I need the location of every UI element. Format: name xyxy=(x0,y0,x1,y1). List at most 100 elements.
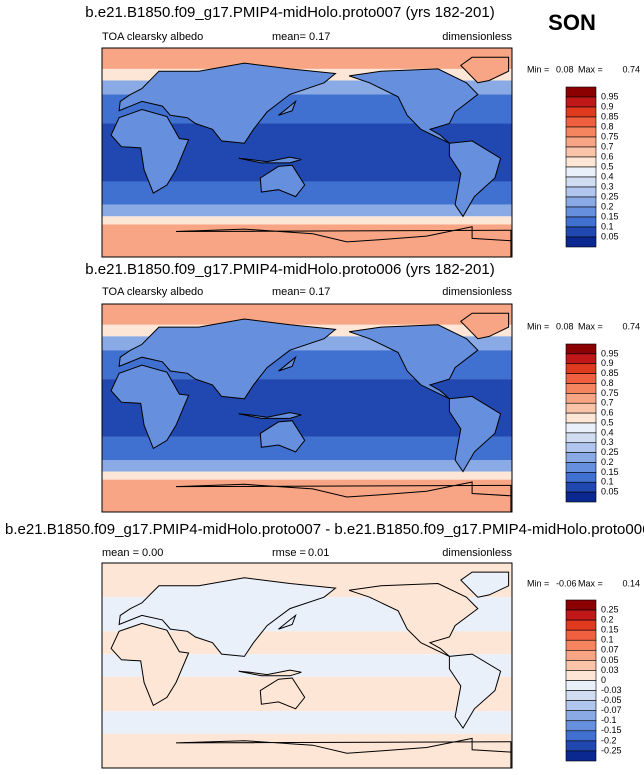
colorbar-box xyxy=(565,730,597,742)
map xyxy=(102,304,512,512)
max-value: 0.74 xyxy=(622,321,640,331)
map-band xyxy=(102,216,512,225)
min-value: 0.08 xyxy=(556,321,574,331)
colorbar-box xyxy=(565,136,597,148)
colorbar-label: -0.03 xyxy=(601,685,622,695)
map-band xyxy=(102,224,512,257)
colorbar-box xyxy=(565,353,597,365)
colorbar-box xyxy=(565,216,597,228)
land xyxy=(348,582,479,657)
map-band xyxy=(102,48,512,69)
colorbar-label: 0.15 xyxy=(601,467,619,477)
colorbar-label: 0.25 xyxy=(601,604,619,614)
colorbar-label: 0.95 xyxy=(601,91,619,101)
land xyxy=(259,164,306,198)
land xyxy=(118,62,337,144)
colorbar-box xyxy=(565,236,597,248)
colorbar-label: 0.2 xyxy=(601,201,614,211)
stat-name: mean= xyxy=(272,286,306,298)
land xyxy=(348,324,479,400)
colorbar-label: 0.5 xyxy=(601,161,614,171)
stat-value: 0.17 xyxy=(309,286,330,298)
colorbar-label: 0.3 xyxy=(601,437,614,447)
stat-value: 0.01 xyxy=(308,547,329,559)
land xyxy=(118,318,337,400)
colorbar-label: 0.1 xyxy=(601,635,614,645)
land xyxy=(460,312,510,340)
colorbar-box xyxy=(565,393,597,404)
colorbar-box xyxy=(565,106,597,118)
colorbar-label: 0.03 xyxy=(601,665,619,675)
colorbar-label: -0.1 xyxy=(601,715,617,725)
land xyxy=(259,420,306,453)
land xyxy=(348,68,479,144)
colorbar-box xyxy=(565,452,597,463)
colorbar-box xyxy=(565,442,597,453)
colorbar-box xyxy=(565,363,597,374)
right-label: dimensionless xyxy=(442,547,512,559)
panel-title: b.e21.B1850.f09_g17.PMIP4-midHolo.proto0… xyxy=(85,4,494,21)
map-band xyxy=(102,204,512,217)
map-frame xyxy=(101,303,513,513)
colorbar-label: 0.6 xyxy=(601,408,614,418)
panel-title: b.e21.B1850.f09_g17.PMIP4-midHolo.proto0… xyxy=(85,261,494,278)
colorbar-box xyxy=(565,196,597,208)
colorbar-box xyxy=(565,186,597,198)
colorbar-label: 0.05 xyxy=(601,655,619,665)
colorbar-box xyxy=(565,609,597,621)
colorbar-label: 0.85 xyxy=(601,368,619,378)
colorbar-box xyxy=(565,126,597,138)
colorbar-label: 0.2 xyxy=(601,615,614,625)
max-name: Max = xyxy=(578,321,603,331)
colorbar-box xyxy=(565,116,597,128)
colorbar-label: 0.3 xyxy=(601,181,614,191)
map-band xyxy=(102,733,512,768)
colorbar-box xyxy=(565,491,597,503)
land xyxy=(259,677,306,710)
stat-name: mean = xyxy=(102,547,139,559)
colorbar-box xyxy=(565,86,597,98)
land xyxy=(448,140,502,218)
map-frame xyxy=(101,562,513,769)
colorbar-label: -0.05 xyxy=(601,695,622,705)
map-band xyxy=(102,471,512,480)
min-value: -0.06 xyxy=(556,578,577,588)
land xyxy=(110,364,190,450)
colorbar-box xyxy=(565,432,597,444)
colorbar-box xyxy=(565,740,597,752)
colorbar-label: -0.25 xyxy=(601,745,622,755)
max-value: 0.14 xyxy=(622,578,640,588)
stat-value: 0.17 xyxy=(309,31,330,43)
land xyxy=(278,355,297,372)
colorbar-box xyxy=(565,176,597,188)
colorbar-label: 0.25 xyxy=(601,447,619,457)
colorbar-box xyxy=(565,166,597,178)
colorbar-box xyxy=(565,422,597,434)
map-band xyxy=(102,436,512,460)
colorbar-label: 0.15 xyxy=(601,625,619,635)
colorbar-label: 0.75 xyxy=(601,388,619,398)
land xyxy=(448,395,502,473)
colorbar-label: 0.05 xyxy=(601,487,619,497)
left-label: TOA clearsky albedo xyxy=(102,286,203,298)
colorbar-label: 0 xyxy=(601,675,606,685)
land xyxy=(278,99,297,116)
colorbar-box xyxy=(565,700,597,711)
colorbar-box xyxy=(565,206,597,218)
colorbar-box xyxy=(565,412,597,424)
colorbar-label: 0.15 xyxy=(601,211,619,221)
land xyxy=(278,613,297,630)
colorbar-label: 0.1 xyxy=(601,477,614,487)
colorbar-box xyxy=(565,629,597,641)
map-band xyxy=(102,479,512,512)
colorbar-label: -0.07 xyxy=(601,705,622,715)
max-name: Max = xyxy=(578,64,603,74)
colorbar-box xyxy=(565,343,597,355)
land xyxy=(110,108,190,194)
map-band xyxy=(102,181,512,205)
colorbar-label: 0.1 xyxy=(601,221,614,231)
colorbar-label: 0.85 xyxy=(601,111,619,121)
colorbar-label: 0.9 xyxy=(601,101,614,111)
